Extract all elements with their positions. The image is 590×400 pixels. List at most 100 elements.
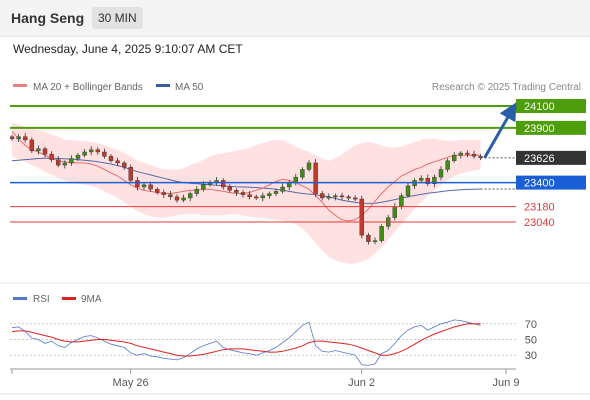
candle-body [29, 139, 34, 152]
legend-label-9ma: 9MA [81, 294, 102, 305]
rsi-tick-label: 50 [525, 335, 537, 347]
main-plot [10, 122, 483, 264]
candle-body [438, 169, 444, 178]
candle-body [326, 196, 331, 199]
legend-label-rsi: RSI [33, 294, 50, 305]
interval-badge[interactable]: 30 MIN [92, 7, 143, 29]
ma20-line [11, 130, 481, 222]
candle-body [300, 169, 305, 178]
candle-body [372, 240, 378, 243]
candle-body [346, 196, 351, 199]
candle-body [168, 194, 173, 198]
candle-body [16, 136, 21, 140]
candle-body [419, 178, 424, 181]
candle-body [471, 153, 477, 157]
chart-header: Hang Seng 30 MIN [0, 0, 590, 37]
candle-body [234, 190, 239, 193]
candle-body [128, 167, 134, 181]
candle-body [82, 151, 87, 156]
x-tick-label: Jun 9 [493, 377, 520, 389]
candle-body [405, 185, 411, 196]
rsi-plot: 70 50 30 [10, 319, 537, 366]
rsi-tick-label: 70 [525, 319, 537, 331]
candle-body [452, 155, 457, 161]
candle-body [154, 188, 160, 193]
candle-body [280, 186, 285, 192]
candle-body [339, 195, 345, 198]
candle-body [10, 136, 15, 140]
candle-body [49, 153, 54, 160]
candle-body [227, 186, 233, 191]
candle-body [432, 176, 437, 184]
candle-body [220, 180, 226, 188]
legend-swatch-ma20 [13, 84, 27, 87]
candle-body [108, 156, 114, 161]
x-tick-label: Jun 2 [348, 377, 375, 389]
candle-body [306, 162, 312, 170]
candle-body [161, 192, 167, 195]
legend-swatch-ma50 [156, 84, 170, 87]
candle-body [260, 195, 265, 199]
support-label: 23040 [524, 217, 555, 229]
candle-body [458, 152, 463, 156]
candle-body [88, 149, 94, 153]
candle-body [194, 188, 200, 194]
candle-body [62, 162, 67, 166]
legend-label-ma50: MA 50 [175, 82, 204, 93]
candle-body [42, 148, 48, 155]
candle-body [201, 184, 206, 190]
candle-body [399, 195, 404, 207]
timestamp: Wednesday, June 4, 2025 9:10:07 AM CET [13, 42, 243, 56]
legend-swatch-rsi [13, 297, 27, 300]
candle-body [366, 234, 371, 242]
legend-swatch-9ma [62, 297, 76, 300]
support-label: 23180 [524, 202, 555, 214]
pivot-tag [516, 175, 586, 190]
candle-body [174, 196, 180, 201]
candle-body [23, 136, 28, 141]
candle-body [253, 196, 259, 199]
candle-body [69, 158, 74, 164]
resistance-tag [516, 120, 586, 135]
level-lines: 24100 23900 23626 23400 23180 23040 [10, 99, 586, 229]
rsi-tick-label: 30 [525, 350, 537, 362]
x-tick-label: May 26 [113, 377, 149, 389]
candle-body [425, 178, 430, 184]
candle-body [121, 162, 127, 168]
candle-body [320, 193, 325, 199]
candle-body [187, 193, 193, 199]
candle-body [313, 162, 318, 194]
candle-body [379, 226, 384, 241]
candle-body [240, 192, 246, 195]
rsi-line [11, 319, 481, 366]
resistance-tag [516, 99, 586, 113]
pivot-label: 23400 [524, 178, 555, 190]
candle-body [359, 198, 364, 236]
projection-arrow [483, 102, 517, 159]
current-price-tag [516, 150, 586, 165]
candle-body [445, 160, 450, 170]
copyright-text: Research © 2025 Trading Central [432, 82, 581, 93]
candle-body [36, 148, 41, 152]
rsi-legend: RSI 9MA [13, 294, 102, 305]
candle-body [141, 184, 147, 188]
current-price-label: 23626 [524, 153, 555, 165]
candle-body [135, 180, 140, 188]
candle-body [115, 160, 120, 164]
x-axis-labels: May 26 Jun 2 Jun 9 [11, 369, 520, 389]
candle-body [247, 194, 252, 198]
rsi-ma-line [11, 323, 481, 357]
candle-body [75, 155, 81, 159]
candle-body [148, 184, 153, 190]
candle-body [333, 195, 338, 198]
resistance-label: 24100 [524, 101, 555, 113]
candle-body [273, 191, 279, 194]
candle-body [392, 206, 397, 218]
main-legend: MA 20 + Bollinger Bands MA 50 [13, 82, 204, 93]
candle-body [102, 151, 107, 157]
legend-label-ma20: MA 20 + Bollinger Bands [33, 82, 143, 93]
candle-body [181, 197, 186, 201]
candle-body [56, 159, 61, 166]
candle-body [465, 152, 470, 155]
